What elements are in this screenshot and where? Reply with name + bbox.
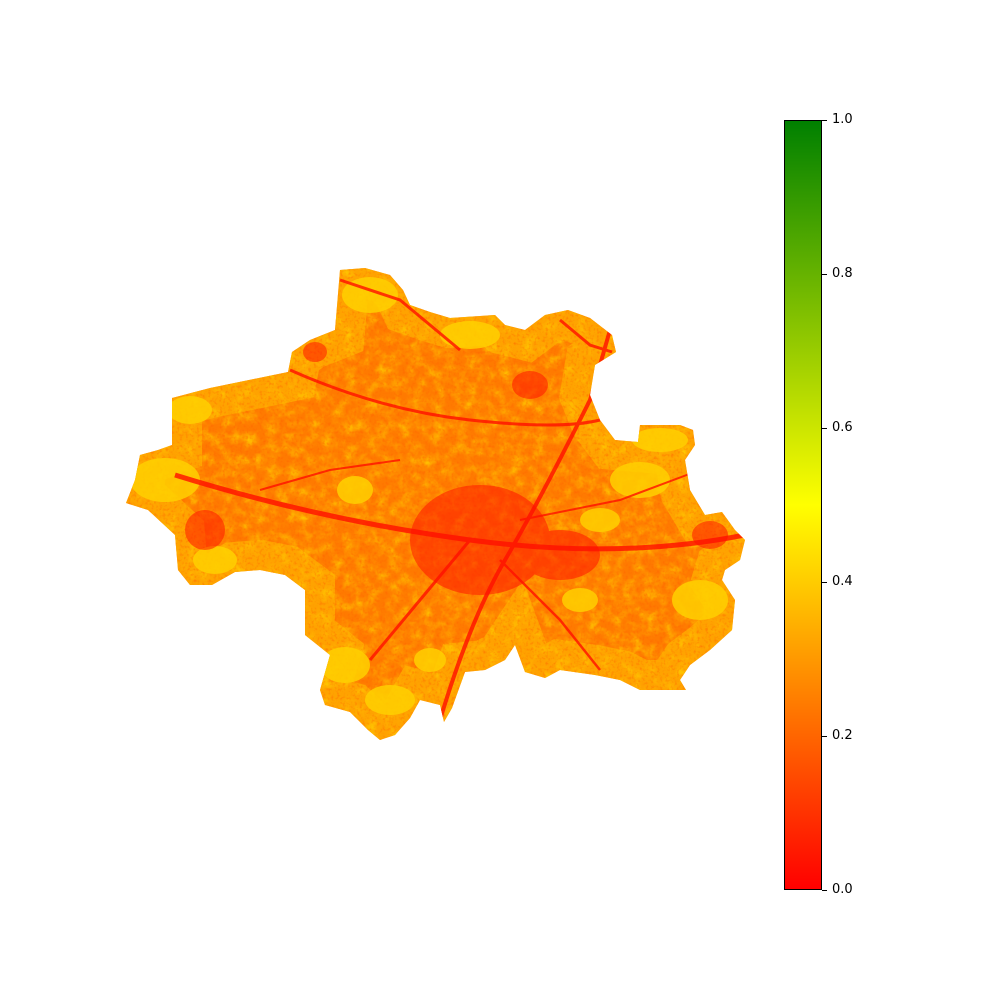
colorbar-tick-label: 1.0	[832, 112, 853, 127]
colorbar-tick	[822, 735, 827, 737]
colorbar-tick	[822, 427, 827, 429]
colorbar-tick	[822, 119, 827, 121]
colorbar	[784, 120, 822, 890]
map-raster	[126, 268, 745, 740]
colorbar-tick	[822, 889, 827, 891]
colorbar-tick	[822, 581, 827, 583]
colorbar-tick-label: 0.6	[832, 420, 853, 435]
colorbar-tick-label: 0.2	[832, 728, 853, 743]
colorbar-tick	[822, 273, 827, 275]
colorbar-tick-label: 0.0	[832, 882, 853, 897]
colorbar-tick-label: 0.8	[832, 266, 853, 281]
colorbar-tick-label: 0.4	[832, 574, 853, 589]
